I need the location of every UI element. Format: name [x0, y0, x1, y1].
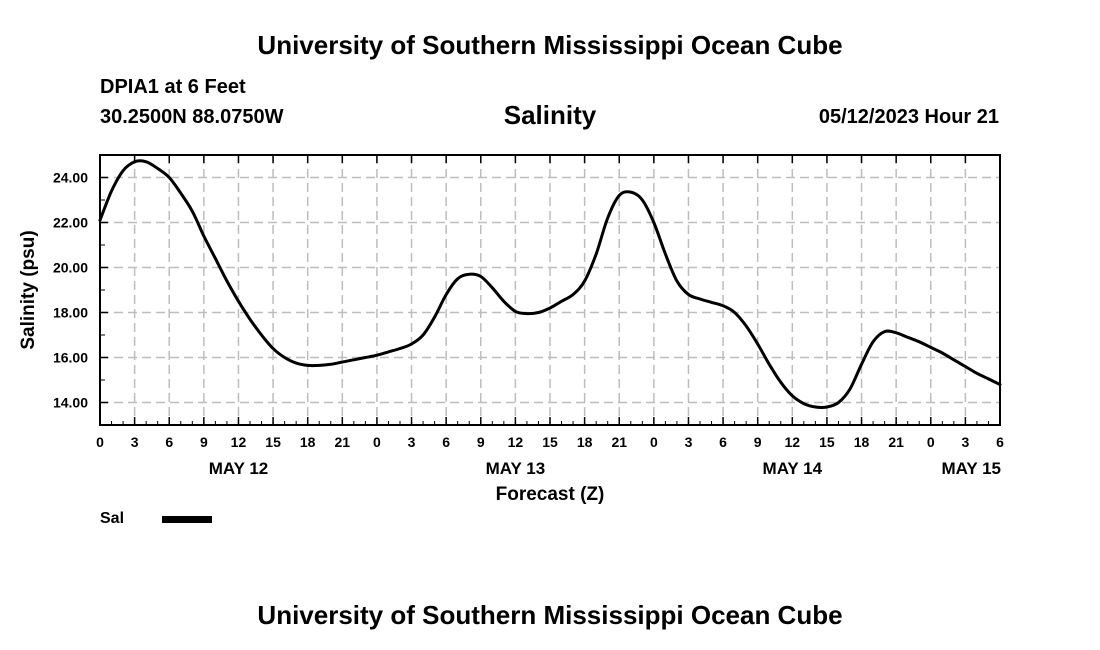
legend-swatch: [162, 516, 212, 523]
x-tick-label: 12: [231, 434, 247, 450]
x-tick-label: 9: [200, 434, 208, 450]
y-tick-label: 16.00: [53, 350, 88, 366]
top-title: University of Southern Mississippi Ocean…: [257, 30, 843, 60]
date-label: MAY 12: [209, 459, 269, 478]
x-tick-label: 0: [373, 434, 381, 450]
x-tick-label: 12: [785, 434, 801, 450]
y-tick-label: 24.00: [53, 170, 88, 186]
x-tick-label: 3: [961, 434, 969, 450]
y-axis-label: Salinity (psu): [18, 230, 39, 349]
x-tick-label: 15: [542, 434, 558, 450]
x-tick-label: 9: [754, 434, 762, 450]
x-tick-label: 12: [508, 434, 524, 450]
x-tick-label: 0: [96, 434, 104, 450]
x-tick-label: 9: [477, 434, 485, 450]
x-tick-label: 6: [165, 434, 173, 450]
station-name: DPIA1 at 6 Feet: [100, 76, 246, 98]
x-axis-label: Forecast (Z): [496, 484, 605, 505]
x-tick-label: 15: [265, 434, 281, 450]
date-label: MAY 14: [763, 459, 823, 478]
x-tick-label: 6: [442, 434, 450, 450]
legend-label: Sal: [100, 510, 125, 527]
x-tick-label: 18: [300, 434, 316, 450]
x-tick-label: 18: [854, 434, 870, 450]
x-tick-label: 3: [685, 434, 693, 450]
forecast-timestamp: 05/12/2023 Hour 21: [818, 106, 999, 128]
x-tick-label: 6: [996, 434, 1004, 450]
x-tick-label: 0: [927, 434, 935, 450]
y-tick-label: 20.00: [53, 260, 88, 276]
date-label: MAY 15: [941, 459, 1001, 478]
x-tick-label: 3: [408, 434, 416, 450]
chart-title: Salinity: [503, 100, 597, 130]
x-tick-label: 18: [577, 434, 593, 450]
x-tick-label: 0: [650, 434, 658, 450]
bottom-title: University of Southern Mississippi Ocean…: [257, 600, 843, 630]
station-coordinates: 30.2500N 88.0750W: [100, 106, 284, 128]
x-tick-label: 15: [819, 434, 835, 450]
x-tick-label: 6: [719, 434, 727, 450]
x-tick-label: 21: [888, 434, 904, 450]
x-axis-ticks: 0 3 6 9 12 15 18 21 0 3 6 9 12 15 18 21 0 3 6 9 12 15 18 21 0 3 6 M…: [96, 155, 1004, 478]
x-tick-label: 3: [131, 434, 139, 450]
series-line-sal: [98, 159, 1002, 410]
y-tick-label: 22.00: [53, 215, 88, 231]
y-tick-label: 18.00: [53, 305, 88, 321]
x-tick-label: 21: [611, 434, 627, 450]
date-label: MAY 13: [486, 459, 546, 478]
y-tick-label: 14.00: [53, 395, 88, 411]
y-axis-ticks: 14.00 16.00 18.00 20.00 22.00 24.00: [53, 154, 108, 426]
x-tick-label: 21: [335, 434, 351, 450]
grid-lines: [100, 155, 1000, 425]
plot-frame: [99, 154, 1001, 426]
